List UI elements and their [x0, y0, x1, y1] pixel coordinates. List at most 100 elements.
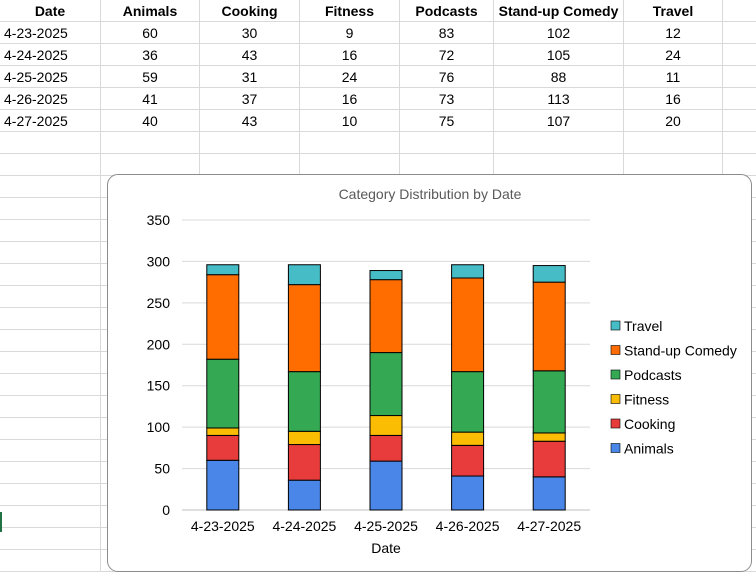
- empty-cell[interactable]: [0, 132, 101, 154]
- empty-cell[interactable]: [200, 132, 300, 154]
- header-cell-4[interactable]: Podcasts: [400, 0, 494, 22]
- legend-entry: Fitness: [624, 392, 669, 408]
- legend-swatch: [610, 320, 621, 331]
- stacked-bar-chart: Category Distribution by Date 0 50 100 150 20…: [147, 186, 737, 556]
- empty-cell[interactable]: [0, 176, 101, 198]
- data-cell[interactable]: 11: [624, 66, 723, 88]
- empty-cell[interactable]: [400, 154, 494, 176]
- bar-segment-stand-up-comedy: [532, 281, 566, 372]
- data-cell[interactable]: 43: [200, 110, 300, 132]
- header-cell-2[interactable]: Cooking: [200, 0, 300, 22]
- data-cell[interactable]: 24: [300, 66, 400, 88]
- empty-cell[interactable]: [400, 132, 494, 154]
- data-cell[interactable]: 40: [101, 110, 200, 132]
- bar-segment-stand-up-comedy: [206, 274, 240, 360]
- empty-cell[interactable]: [0, 154, 101, 176]
- empty-cell[interactable]: [0, 330, 101, 352]
- empty-cell[interactable]: [0, 220, 101, 242]
- bar-segment-cooking: [206, 434, 240, 461]
- data-cell[interactable]: 73: [400, 88, 494, 110]
- data-cell[interactable]: 4-27-2025: [0, 110, 101, 132]
- empty-cell[interactable]: [0, 374, 101, 396]
- empty-cell[interactable]: [723, 22, 756, 44]
- bar-segment-travel: [206, 264, 240, 276]
- bar-segment-stand-up-comedy: [451, 277, 485, 373]
- empty-cell[interactable]: [101, 154, 200, 176]
- data-cell[interactable]: 4-24-2025: [0, 44, 101, 66]
- header-cell-3[interactable]: Fitness: [300, 0, 400, 22]
- empty-cell[interactable]: [0, 198, 101, 220]
- empty-cell[interactable]: [624, 154, 723, 176]
- data-cell[interactable]: 4-26-2025: [0, 88, 101, 110]
- data-cell[interactable]: 41: [101, 88, 200, 110]
- data-cell[interactable]: 43: [200, 44, 300, 66]
- y-tick-label: 350: [147, 212, 171, 228]
- empty-cell[interactable]: [0, 440, 101, 462]
- empty-cell[interactable]: [300, 154, 400, 176]
- data-cell[interactable]: 75: [400, 110, 494, 132]
- empty-cell[interactable]: [723, 44, 756, 66]
- data-cell[interactable]: 4-23-2025: [0, 22, 101, 44]
- empty-cell[interactable]: [723, 132, 756, 154]
- data-cell[interactable]: 16: [300, 44, 400, 66]
- header-cell-6[interactable]: Travel: [624, 0, 723, 22]
- x-tick-label: 4-25-2025: [354, 518, 418, 534]
- data-cell[interactable]: 37: [200, 88, 300, 110]
- empty-cell[interactable]: [0, 528, 101, 550]
- bar-segment-stand-up-comedy: [369, 279, 403, 354]
- empty-cell[interactable]: [0, 484, 101, 506]
- data-cell[interactable]: 113: [494, 88, 624, 110]
- bar-segment-podcasts: [369, 352, 403, 417]
- empty-cell[interactable]: [0, 506, 101, 528]
- data-cell[interactable]: 83: [400, 22, 494, 44]
- empty-cell[interactable]: [0, 462, 101, 484]
- legend-entry: Animals: [624, 441, 674, 457]
- bar-segment-fitness: [451, 431, 485, 446]
- legend-swatch: [610, 369, 621, 380]
- data-cell[interactable]: 10: [300, 110, 400, 132]
- header-cell-5[interactable]: Stand-up Comedy: [494, 0, 624, 22]
- empty-cell[interactable]: [0, 286, 101, 308]
- empty-cell[interactable]: [494, 132, 624, 154]
- empty-cell[interactable]: [0, 550, 101, 572]
- empty-cell[interactable]: [494, 154, 624, 176]
- data-cell[interactable]: 24: [624, 44, 723, 66]
- empty-cell[interactable]: [0, 352, 101, 374]
- empty-cell[interactable]: [723, 110, 756, 132]
- data-cell[interactable]: 59: [101, 66, 200, 88]
- empty-cell[interactable]: [0, 242, 101, 264]
- empty-cell[interactable]: [0, 396, 101, 418]
- empty-cell[interactable]: [0, 418, 101, 440]
- x-tick-label: 4-23-2025: [191, 518, 255, 534]
- empty-cell[interactable]: [101, 132, 200, 154]
- empty-cell[interactable]: [200, 154, 300, 176]
- data-cell[interactable]: 76: [400, 66, 494, 88]
- chart-container[interactable]: Category Distribution by Date 0 50 100 150 20…: [107, 174, 752, 572]
- empty-cell[interactable]: [723, 66, 756, 88]
- legend-entry: Cooking: [624, 416, 675, 432]
- empty-cell[interactable]: [0, 264, 101, 286]
- data-cell[interactable]: 16: [624, 88, 723, 110]
- empty-cell[interactable]: [723, 0, 756, 22]
- data-cell[interactable]: 107: [494, 110, 624, 132]
- data-cell[interactable]: 72: [400, 44, 494, 66]
- data-cell[interactable]: 16: [300, 88, 400, 110]
- data-cell[interactable]: 20: [624, 110, 723, 132]
- empty-cell[interactable]: [723, 88, 756, 110]
- empty-cell[interactable]: [624, 132, 723, 154]
- data-cell[interactable]: 102: [494, 22, 624, 44]
- data-cell[interactable]: 88: [494, 66, 624, 88]
- empty-cell[interactable]: [0, 308, 101, 330]
- data-cell[interactable]: 105: [494, 44, 624, 66]
- data-cell[interactable]: 4-25-2025: [0, 66, 101, 88]
- header-cell-0[interactable]: Date: [0, 0, 101, 22]
- data-cell[interactable]: 60: [101, 22, 200, 44]
- data-cell[interactable]: 9: [300, 22, 400, 44]
- empty-cell[interactable]: [300, 132, 400, 154]
- header-cell-1[interactable]: Animals: [101, 0, 200, 22]
- empty-cell[interactable]: [723, 154, 756, 176]
- data-cell[interactable]: 12: [624, 22, 723, 44]
- data-cell[interactable]: 30: [200, 22, 300, 44]
- data-cell[interactable]: 31: [200, 66, 300, 88]
- data-cell[interactable]: 36: [101, 44, 200, 66]
